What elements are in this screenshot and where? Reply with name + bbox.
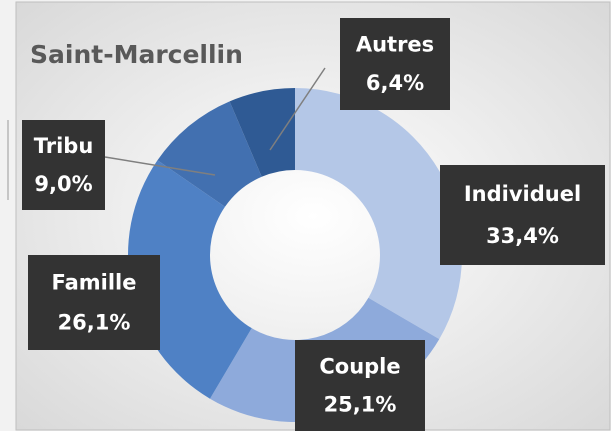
label-box bbox=[295, 340, 425, 431]
donut-slice bbox=[295, 88, 462, 340]
value-label: 33,4% bbox=[486, 224, 559, 248]
slice-label: Couple bbox=[319, 354, 400, 378]
donut-slice bbox=[157, 101, 262, 207]
value-label: 6,4% bbox=[366, 71, 424, 95]
value-label: 25,1% bbox=[324, 393, 397, 417]
value-label: 9,0% bbox=[34, 172, 92, 196]
chart-title: Saint-Marcellin bbox=[30, 40, 243, 69]
slice-label: Autres bbox=[356, 33, 434, 57]
leader-line bbox=[269, 67, 326, 151]
donut-slice bbox=[229, 88, 295, 177]
slice-label: Tribu bbox=[34, 134, 94, 158]
label-box bbox=[28, 255, 160, 350]
slice-label: Famille bbox=[51, 271, 136, 295]
slice-label: Individuel bbox=[464, 182, 581, 206]
label-box bbox=[440, 165, 605, 265]
value-label: 26,1% bbox=[58, 310, 131, 334]
label-box bbox=[340, 18, 450, 110]
label-box bbox=[22, 120, 105, 210]
leader-line bbox=[104, 156, 216, 176]
